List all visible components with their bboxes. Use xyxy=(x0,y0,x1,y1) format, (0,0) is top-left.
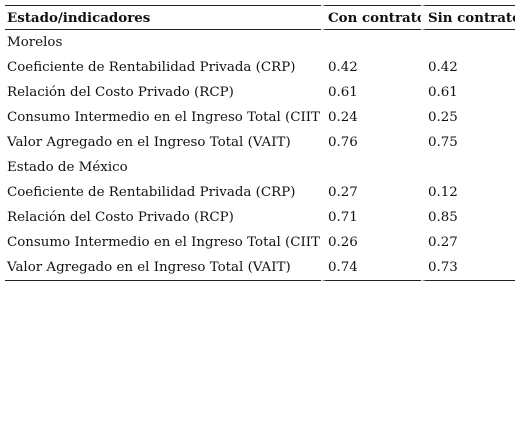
cell-con-contrato: 0.24 xyxy=(321,105,421,130)
section-label: Morelos xyxy=(7,34,63,50)
cell-sin-contrato xyxy=(421,155,515,180)
row-label: Consumo Intermedio en el Ingreso Total (… xyxy=(7,109,321,125)
cell-sin-contrato: 0.85 xyxy=(421,205,515,230)
cell-sin-contrato: 0.75 xyxy=(421,130,515,155)
table-row: Valor Agregado en el Ingreso Total (VAIT… xyxy=(5,130,515,155)
table-row: Coeficiente de Rentabilidad Privada (CRP… xyxy=(5,180,515,205)
header-sin-contrato: Sin contrato xyxy=(421,5,515,30)
cell-sin-contrato: 0.27 xyxy=(421,230,515,255)
table-row: Consumo Intermedio en el Ingreso Total (… xyxy=(5,105,515,130)
table-row: Relación del Costo Privado (RCP) 0.71 0.… xyxy=(5,205,515,230)
section-label: Estado de México xyxy=(7,159,128,175)
cell-con-contrato: 0.42 xyxy=(321,55,421,80)
table-row: Relación del Costo Privado (RCP) 0.61 0.… xyxy=(5,80,515,105)
table-header-row: Estado/indicadores Con contrato Sin cont… xyxy=(5,5,515,30)
cell-sin-contrato: 0.73 xyxy=(421,255,515,281)
table-row: Consumo Intermedio en el Ingreso Total (… xyxy=(5,230,515,255)
row-label: Valor Agregado en el Ingreso Total (VAIT… xyxy=(5,255,321,281)
cell-sin-contrato xyxy=(421,30,515,55)
cell-sin-contrato: 0.61 xyxy=(421,80,515,105)
indicators-table: Estado/indicadores Con contrato Sin cont… xyxy=(5,5,515,281)
section-row-estado-de-mexico: Estado de México xyxy=(5,155,515,180)
row-label: Valor Agregado en el Ingreso Total (VAIT… xyxy=(7,134,291,150)
cell-con-contrato: 0.27 xyxy=(321,180,421,205)
cell-con-contrato xyxy=(321,155,421,180)
cell-con-contrato: 0.26 xyxy=(321,230,421,255)
cell-con-contrato: 0.76 xyxy=(321,130,421,155)
cell-sin-contrato: 0.25 xyxy=(421,105,515,130)
section-row-morelos: Morelos xyxy=(5,30,515,55)
row-label: Coeficiente de Rentabilidad Privada (CRP… xyxy=(7,59,296,75)
indicators-table-container: Estado/indicadores Con contrato Sin cont… xyxy=(5,5,515,281)
cell-con-contrato: 0.71 xyxy=(321,205,421,230)
table-row: Valor Agregado en el Ingreso Total (VAIT… xyxy=(5,255,515,281)
row-label: Consumo Intermedio en el Ingreso Total (… xyxy=(7,234,321,250)
table-row: Coeficiente de Rentabilidad Privada (CRP… xyxy=(5,55,515,80)
row-label: Coeficiente de Rentabilidad Privada (CRP… xyxy=(7,184,296,200)
cell-con-contrato: 0.61 xyxy=(321,80,421,105)
cell-con-contrato: 0.74 xyxy=(321,255,421,281)
cell-sin-contrato: 0.12 xyxy=(421,180,515,205)
row-label: Relación del Costo Privado (RCP) xyxy=(7,209,234,225)
cell-con-contrato xyxy=(321,30,421,55)
header-con-contrato: Con contrato xyxy=(321,5,421,30)
header-estado-indicadores: Estado/indicadores xyxy=(5,5,321,30)
cell-sin-contrato: 0.42 xyxy=(421,55,515,80)
row-label: Relación del Costo Privado (RCP) xyxy=(7,84,234,100)
